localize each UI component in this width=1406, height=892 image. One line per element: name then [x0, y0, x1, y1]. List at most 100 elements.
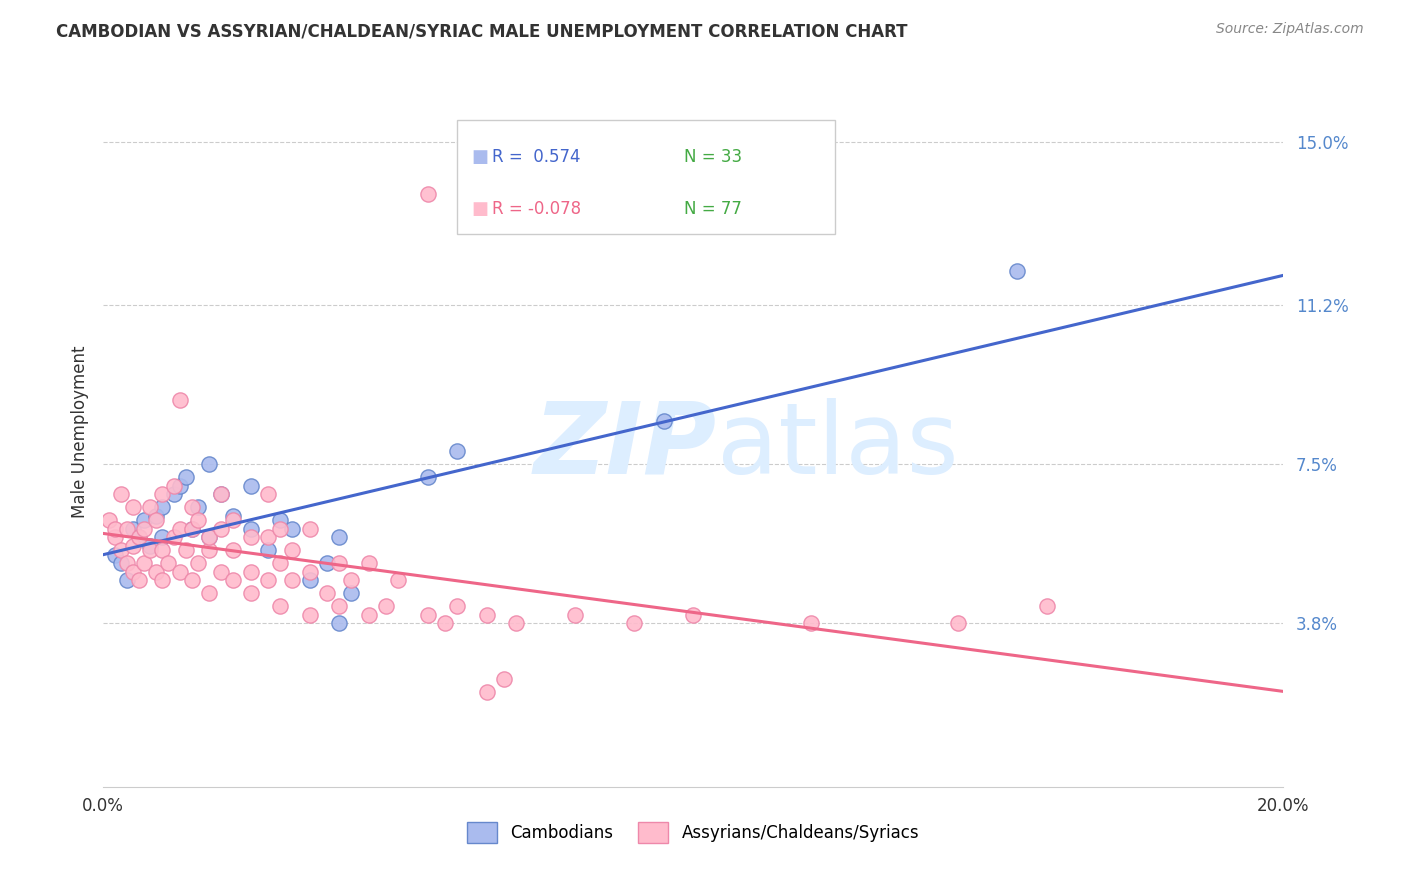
Point — [121, 539, 143, 553]
Point — [281, 543, 304, 558]
Point — [180, 500, 202, 515]
Text: ■: ■ — [471, 200, 488, 218]
Point — [222, 574, 245, 588]
Point — [357, 556, 380, 570]
Point — [169, 479, 191, 493]
Point — [134, 556, 156, 570]
Point — [446, 444, 468, 458]
Point — [257, 543, 280, 558]
Point — [186, 500, 208, 515]
Point — [1007, 264, 1029, 278]
Point — [150, 543, 173, 558]
Point — [239, 479, 262, 493]
Point — [800, 616, 823, 631]
Point — [150, 574, 173, 588]
Point — [198, 543, 221, 558]
Point — [209, 565, 232, 579]
Point — [163, 531, 186, 545]
Point — [494, 673, 516, 687]
Point — [150, 487, 173, 501]
Point — [198, 531, 221, 545]
Point — [316, 556, 339, 570]
Point — [239, 522, 262, 536]
Point — [98, 513, 121, 527]
Point — [416, 186, 439, 201]
Text: N = 33: N = 33 — [683, 148, 742, 167]
Point — [139, 543, 162, 558]
Text: ■: ■ — [471, 148, 488, 167]
Point — [115, 574, 138, 588]
Point — [416, 607, 439, 622]
Point — [328, 616, 350, 631]
Point — [198, 531, 221, 545]
Point — [145, 508, 167, 523]
Point — [222, 508, 245, 523]
Point — [682, 607, 704, 622]
Point — [115, 556, 138, 570]
Point — [169, 392, 191, 407]
Point — [357, 607, 380, 622]
Point — [564, 607, 586, 622]
Point — [145, 513, 167, 527]
Point — [174, 470, 197, 484]
Point — [239, 586, 262, 600]
Text: ZIP: ZIP — [534, 398, 717, 495]
Point — [180, 522, 202, 536]
Point — [139, 539, 162, 553]
Point — [186, 513, 208, 527]
Point — [121, 522, 143, 536]
Point — [269, 522, 291, 536]
Point — [269, 513, 291, 527]
Point — [104, 531, 127, 545]
Point — [128, 531, 150, 545]
Point — [163, 487, 186, 501]
Point — [163, 479, 186, 493]
Point — [169, 522, 191, 536]
Point — [209, 522, 232, 536]
Point — [328, 599, 350, 614]
Point — [298, 565, 321, 579]
Point — [180, 522, 202, 536]
Point — [257, 487, 280, 501]
Point — [128, 574, 150, 588]
Text: Source: ZipAtlas.com: Source: ZipAtlas.com — [1216, 22, 1364, 37]
Point — [948, 616, 970, 631]
Point — [110, 543, 132, 558]
Point — [134, 522, 156, 536]
Point — [257, 531, 280, 545]
Point — [316, 586, 339, 600]
Point — [209, 487, 232, 501]
Point — [239, 565, 262, 579]
Point — [387, 574, 409, 588]
Text: R = -0.078: R = -0.078 — [492, 200, 581, 218]
Point — [139, 500, 162, 515]
Legend: Cambodians, Assyrians/Chaldeans/Syriacs: Cambodians, Assyrians/Chaldeans/Syriacs — [460, 816, 925, 849]
Point — [110, 487, 132, 501]
Text: R =  0.574: R = 0.574 — [492, 148, 581, 167]
Point — [328, 556, 350, 570]
Point — [446, 599, 468, 614]
Point — [222, 513, 245, 527]
Point — [434, 616, 457, 631]
Point — [298, 522, 321, 536]
Point — [186, 556, 208, 570]
Point — [121, 565, 143, 579]
Point — [239, 531, 262, 545]
Point — [198, 586, 221, 600]
Point — [104, 522, 127, 536]
Point — [298, 607, 321, 622]
Point — [156, 556, 179, 570]
Point — [416, 470, 439, 484]
Point — [128, 531, 150, 545]
Point — [104, 548, 127, 562]
Point — [121, 500, 143, 515]
Point — [150, 531, 173, 545]
Point — [340, 586, 363, 600]
Point — [145, 565, 167, 579]
Point — [652, 414, 675, 428]
Point — [269, 599, 291, 614]
Point — [340, 574, 363, 588]
Point — [475, 607, 498, 622]
Text: CAMBODIAN VS ASSYRIAN/CHALDEAN/SYRIAC MALE UNEMPLOYMENT CORRELATION CHART: CAMBODIAN VS ASSYRIAN/CHALDEAN/SYRIAC MA… — [56, 22, 908, 40]
Point — [298, 574, 321, 588]
